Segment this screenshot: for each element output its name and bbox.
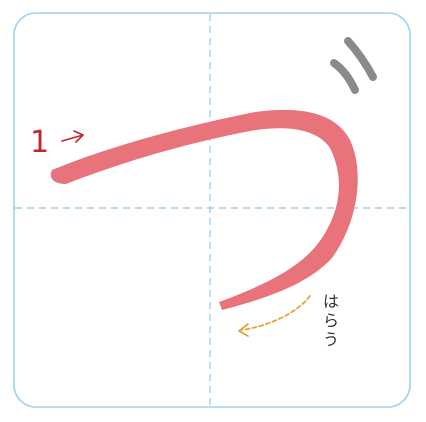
practice-frame: [13, 12, 411, 408]
stroke-ending-note: はらう: [322, 292, 339, 349]
dakuten-mark-icon: [330, 37, 377, 94]
right-arrow-icon: [61, 130, 84, 143]
stroke-number: 1: [30, 125, 50, 160]
character-stroke: [50, 109, 358, 310]
dashed-curved-arrow-icon: [238, 295, 311, 337]
